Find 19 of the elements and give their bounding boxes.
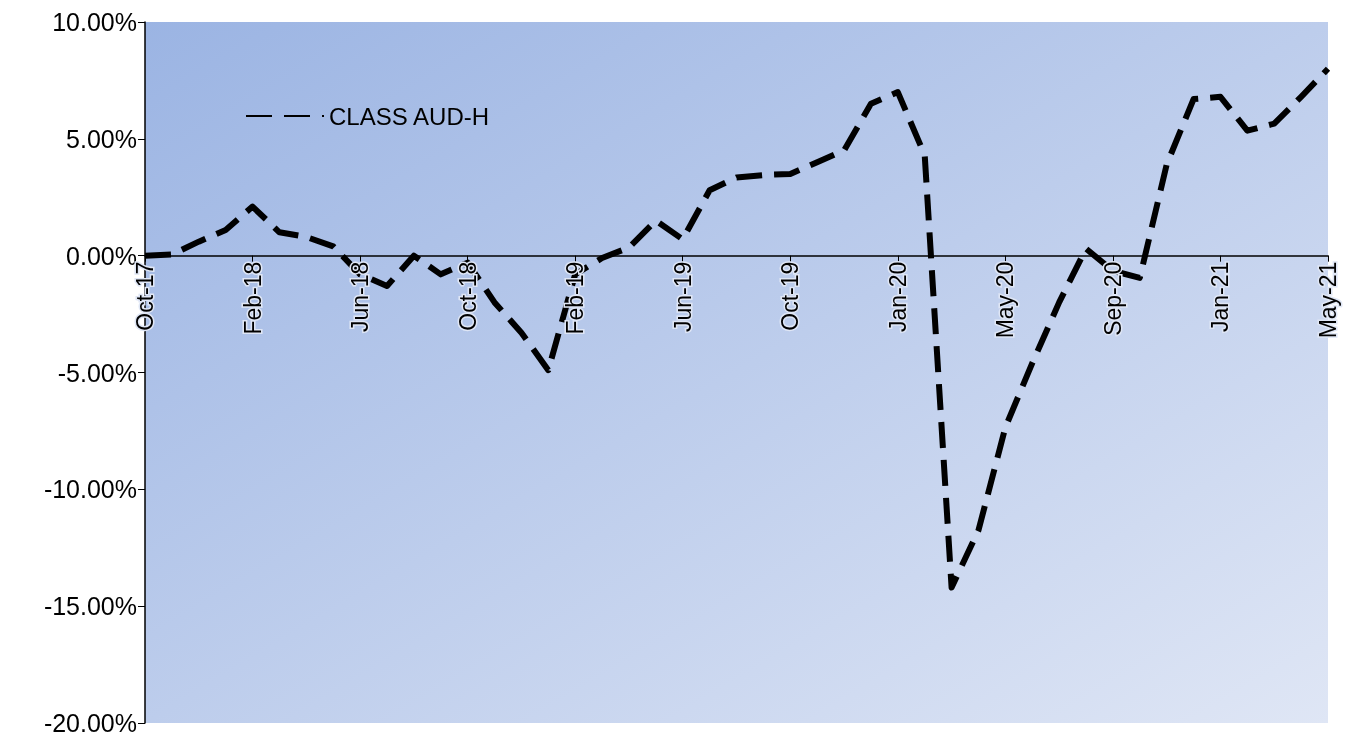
y-tick-label: -15.00% [43, 592, 137, 621]
x-tick-label: May-20 [992, 261, 1019, 339]
y-tick-label: -5.00% [57, 358, 137, 387]
legend-label: CLASS AUD-H [329, 102, 490, 130]
x-tick-label: Oct-18 [454, 261, 481, 331]
x-tick-label: Sep-20 [1099, 261, 1126, 336]
x-tick-label: May-21 [1315, 261, 1341, 339]
x-tick-label: Oct-19 [777, 261, 804, 331]
y-tick-label: -10.00% [43, 475, 137, 504]
x-tick-label: Feb-18 [239, 261, 266, 335]
x-tick-label: Feb-19 [562, 261, 589, 335]
y-tick-label: 5.00% [66, 124, 137, 153]
x-tick-label: Jan-20 [884, 261, 911, 332]
y-tick-label: 0.00% [66, 241, 137, 270]
x-tick-label: Jan-21 [1207, 261, 1234, 332]
y-tick-label: -20.00% [43, 709, 137, 737]
y-tick-label: 10.00% [52, 8, 137, 36]
x-tick-label: Jun-18 [347, 261, 374, 332]
x-tick-label: Jun-19 [669, 261, 696, 332]
